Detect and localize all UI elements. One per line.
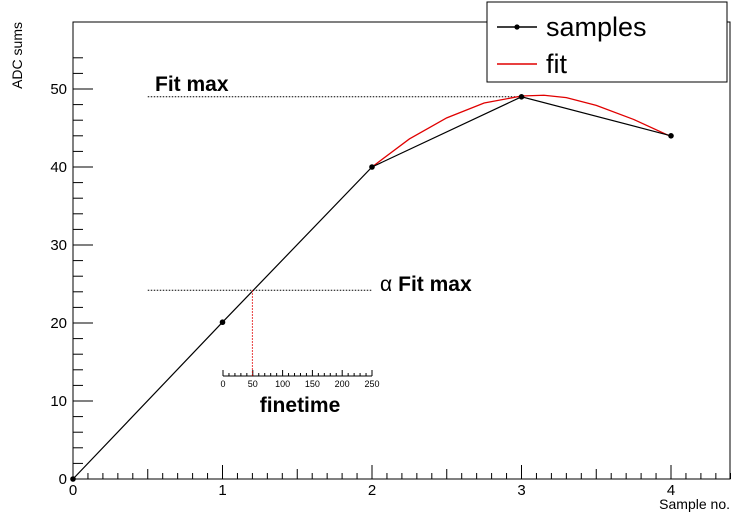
y-axis-title: ADC sums [9,22,25,89]
x-tick-label: 2 [368,482,376,499]
finetime-tick-label: 250 [364,379,379,389]
sample-point [518,94,525,100]
series-layer [70,94,674,482]
x-axis-title: Sample no. [659,496,730,512]
finetime-tick-label: 50 [248,379,258,389]
finetime-tick-label: 200 [335,379,350,389]
y-tick-label: 20 [50,315,67,332]
legend: samples fit [486,1,728,83]
legend-box [486,1,728,83]
sample-point [219,319,226,326]
finetime-label: finetime [260,394,341,417]
guide-lines [147,96,522,291]
legend-fit-label: fit [546,49,568,79]
finetime-tick-label: 150 [305,379,320,389]
sample-point [70,476,76,482]
y-tick-label: 10 [50,393,67,410]
legend-samples-label: samples [546,12,647,42]
alpha-fit-max-label: α Fit max [380,273,472,296]
x-tick-label: 0 [69,482,77,499]
x-tick-label: 4 [667,482,675,499]
samples-line [72,96,672,480]
sample-point [668,133,674,139]
fit-max-label: Fit max [155,73,229,96]
sample-point [369,164,375,170]
y-tick-label: 50 [50,81,67,98]
x-tick-label: 1 [218,482,226,499]
finetime-inset-axis: 0 50 100 150 200 250 [220,290,380,389]
y-tick-label: 0 [59,471,67,488]
finetime-tick-label: 0 [220,379,225,389]
alpha-symbol: α [380,273,392,296]
alpha-fit-max-text: Fit max [398,273,472,296]
y-tick-label: 30 [50,237,67,254]
x-tick-label: 3 [517,482,525,499]
finetime-tick-label: 100 [275,379,290,389]
y-tick-label: 40 [50,159,67,176]
legend-samples-marker [514,24,520,30]
fit-curve [371,94,672,168]
